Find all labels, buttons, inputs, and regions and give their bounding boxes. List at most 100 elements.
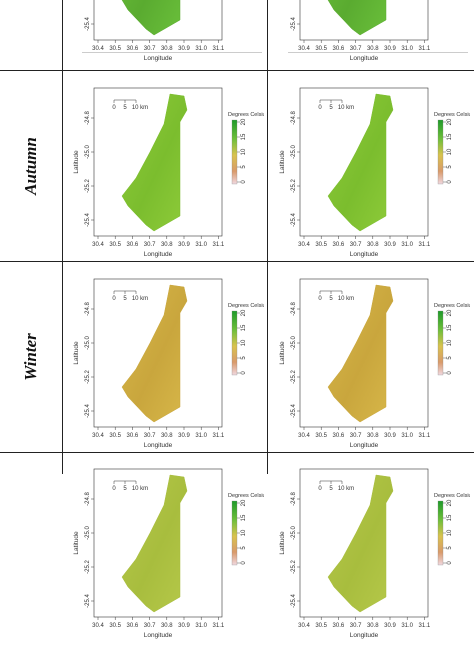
x-tick-label: 30.9 xyxy=(384,46,396,52)
study-area-polygon xyxy=(121,284,188,423)
grid-horizontal-3 xyxy=(0,452,474,453)
legend-colorbar xyxy=(437,310,444,376)
legend-colorbar xyxy=(437,500,444,566)
scale-bar-label: 0 xyxy=(112,105,116,111)
map-panel: 0 5 10 km -24.8 -25.0 -25.2 -25.4 Latitude 30.4 3… xyxy=(73,278,264,449)
season-label-autumn: Autumn xyxy=(21,137,40,195)
legend-tick-label: 20 xyxy=(241,499,247,506)
map-cell-row3-col1: 0 5 10 km -24.8 -25.0 -25.2 -25.4 Latitude 30.4 3… xyxy=(270,459,470,645)
legend-title: Degrees Celsius xyxy=(434,112,470,118)
legend-tick-label: 0 xyxy=(241,561,247,565)
map-cell-row3-col0: 0 5 10 km -24.8 -25.0 -25.2 -25.4 Latitude 30.4 3… xyxy=(64,459,264,645)
x-tick-label: 30.5 xyxy=(109,242,121,248)
study-area-polygon xyxy=(327,474,394,613)
legend-title: Degrees Celsius xyxy=(434,493,470,499)
legend-tick-label: 20 xyxy=(241,309,247,316)
scale-bar-label: 5 xyxy=(123,486,127,492)
plot-frame xyxy=(93,278,223,428)
x-tick-label: 30.8 xyxy=(367,433,379,439)
x-tick-label: 31.0 xyxy=(195,242,207,248)
map-panel: 0 5 10 km -24.8 -25.0 -25.2 -25.4 Latitude 30.4 3… xyxy=(279,278,470,449)
legend-colorbar xyxy=(231,500,238,566)
x-axis-title: Longitude xyxy=(144,251,173,258)
grid-vertical-left xyxy=(62,0,63,474)
x-tick-label: 30.7 xyxy=(350,623,362,629)
y-tick-label: -25.0 xyxy=(85,526,91,540)
study-area-polygon xyxy=(121,0,181,36)
legend-tick-label: 15 xyxy=(241,324,247,331)
scale-bar-label: 5 xyxy=(123,296,127,302)
x-tick-label: 31.0 xyxy=(195,433,207,439)
x-tick-label: 30.8 xyxy=(161,46,173,52)
legend-tick-label: 20 xyxy=(447,309,453,316)
scale-bar-label: 0 xyxy=(318,105,322,111)
legend-tick-label: 10 xyxy=(447,148,453,155)
x-axis-title: Longitude xyxy=(350,251,379,258)
y-tick-label: -25.4 xyxy=(85,404,91,418)
y-tick-label: -25.2 xyxy=(291,370,297,384)
scale-bar-label: 10 km xyxy=(132,296,148,302)
scale-bar-label: 0 xyxy=(318,486,322,492)
y-tick-label: -25.0 xyxy=(291,336,297,350)
legend-tick-label: 10 xyxy=(241,339,247,346)
legend-tick-label: 20 xyxy=(447,499,453,506)
y-tick-label: -25.4 xyxy=(291,213,297,227)
grid-horizontal-2 xyxy=(0,261,474,262)
x-tick-label: 30.9 xyxy=(178,623,190,629)
legend-tick-label: 15 xyxy=(447,133,453,140)
x-tick-label: 30.8 xyxy=(367,623,379,629)
x-axis-title: Longitude xyxy=(350,632,379,639)
x-tick-label: 30.5 xyxy=(109,433,121,439)
legend-tick-label: 10 xyxy=(241,529,247,536)
y-axis-title: Latitude xyxy=(73,341,80,365)
x-tick-label: 30.8 xyxy=(161,623,173,629)
legend-tick-label: 5 xyxy=(241,165,247,169)
x-tick-label: 30.5 xyxy=(315,623,327,629)
x-tick-label: 30.8 xyxy=(367,46,379,52)
y-axis-title: Latitude xyxy=(73,150,80,174)
y-tick-label: -25.2 xyxy=(85,179,91,193)
scale-bar-label: 5 xyxy=(329,105,333,111)
grid-vertical-middle xyxy=(267,0,268,474)
y-tick-label: -25.2 xyxy=(291,560,297,574)
x-tick-label: 30.5 xyxy=(315,433,327,439)
y-tick-label: -24.8 xyxy=(291,111,297,125)
x-tick-label: 30.9 xyxy=(384,433,396,439)
map-cell-row1-col1: 0 5 10 km -24.8 -25.0 -25.2 -25.4 Latitude 30.4 3… xyxy=(270,78,470,264)
scale-bar-label: 10 km xyxy=(338,296,354,302)
legend-tick-label: 0 xyxy=(241,180,247,184)
x-tick-label: 31.1 xyxy=(419,46,431,52)
x-tick-label: 31.1 xyxy=(419,623,431,629)
legend-tick-label: 20 xyxy=(447,118,453,125)
x-tick-label: 30.4 xyxy=(92,623,104,629)
y-tick-label: -25.4 xyxy=(85,594,91,608)
y-axis-title: Latitude xyxy=(73,531,80,555)
x-axis-title: Longitude xyxy=(350,442,379,449)
legend-tick-label: 10 xyxy=(447,529,453,536)
plot-frame xyxy=(299,87,429,237)
legend-tick-label: 15 xyxy=(241,514,247,521)
y-tick-label: -25.2 xyxy=(85,370,91,384)
y-tick-label: -25.0 xyxy=(85,336,91,350)
y-tick-label: -25.2 xyxy=(291,179,297,193)
legend-tick-label: 0 xyxy=(241,371,247,375)
x-tick-label: 30.6 xyxy=(127,623,139,629)
plot-frame xyxy=(93,87,223,237)
y-tick-label: -25.0 xyxy=(85,145,91,159)
x-tick-label: 31.1 xyxy=(213,242,225,248)
scale-bar-label: 0 xyxy=(112,296,116,302)
x-tick-label: 30.4 xyxy=(92,46,104,52)
legend-tick-label: 0 xyxy=(447,371,453,375)
x-tick-label: 30.9 xyxy=(384,623,396,629)
legend-tick-label: 0 xyxy=(447,561,453,565)
x-tick-label: 30.6 xyxy=(127,242,139,248)
map-panel: 0 5 10 km -24.8 -25.0 -25.2 -25.4 Latitude 30.4 3… xyxy=(279,87,470,258)
legend-tick-label: 15 xyxy=(447,514,453,521)
y-tick-label: -24.8 xyxy=(85,111,91,125)
x-axis-title: Longitude xyxy=(144,442,173,449)
x-tick-label: 30.7 xyxy=(144,433,156,439)
legend-title: Degrees Celsius xyxy=(434,303,470,309)
scale-bar-label: 10 km xyxy=(132,486,148,492)
y-tick-label: -24.8 xyxy=(85,302,91,316)
